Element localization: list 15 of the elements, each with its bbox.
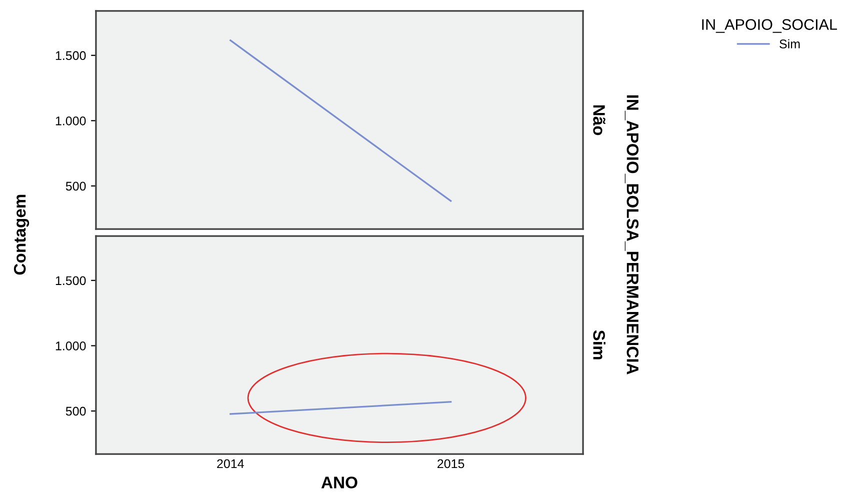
y-tick-label: 1.000 [56, 116, 86, 126]
legend-title: IN_APOIO_SOCIAL [702, 19, 837, 33]
y-tick-label: 1.000 [56, 342, 86, 350]
y-tick-label: 1.500 [56, 51, 86, 60]
text: Não [593, 105, 606, 136]
text: Sim [593, 330, 606, 360]
y-tick-label: 500 [66, 182, 86, 191]
legend-label: Sim [780, 39, 800, 48]
y-axis-title: Contagem [14, 194, 30, 275]
text: IN_APOIO_BOLSA_PERMANENCIA [624, 95, 639, 374]
y-tick-label: 1.500 [56, 276, 86, 286]
x-tick-label: 2015 [438, 459, 464, 468]
x-axis-title: ANO [321, 476, 358, 488]
y-tick-label: 500 [66, 406, 86, 416]
x-tick-label: 2014 [217, 459, 244, 468]
